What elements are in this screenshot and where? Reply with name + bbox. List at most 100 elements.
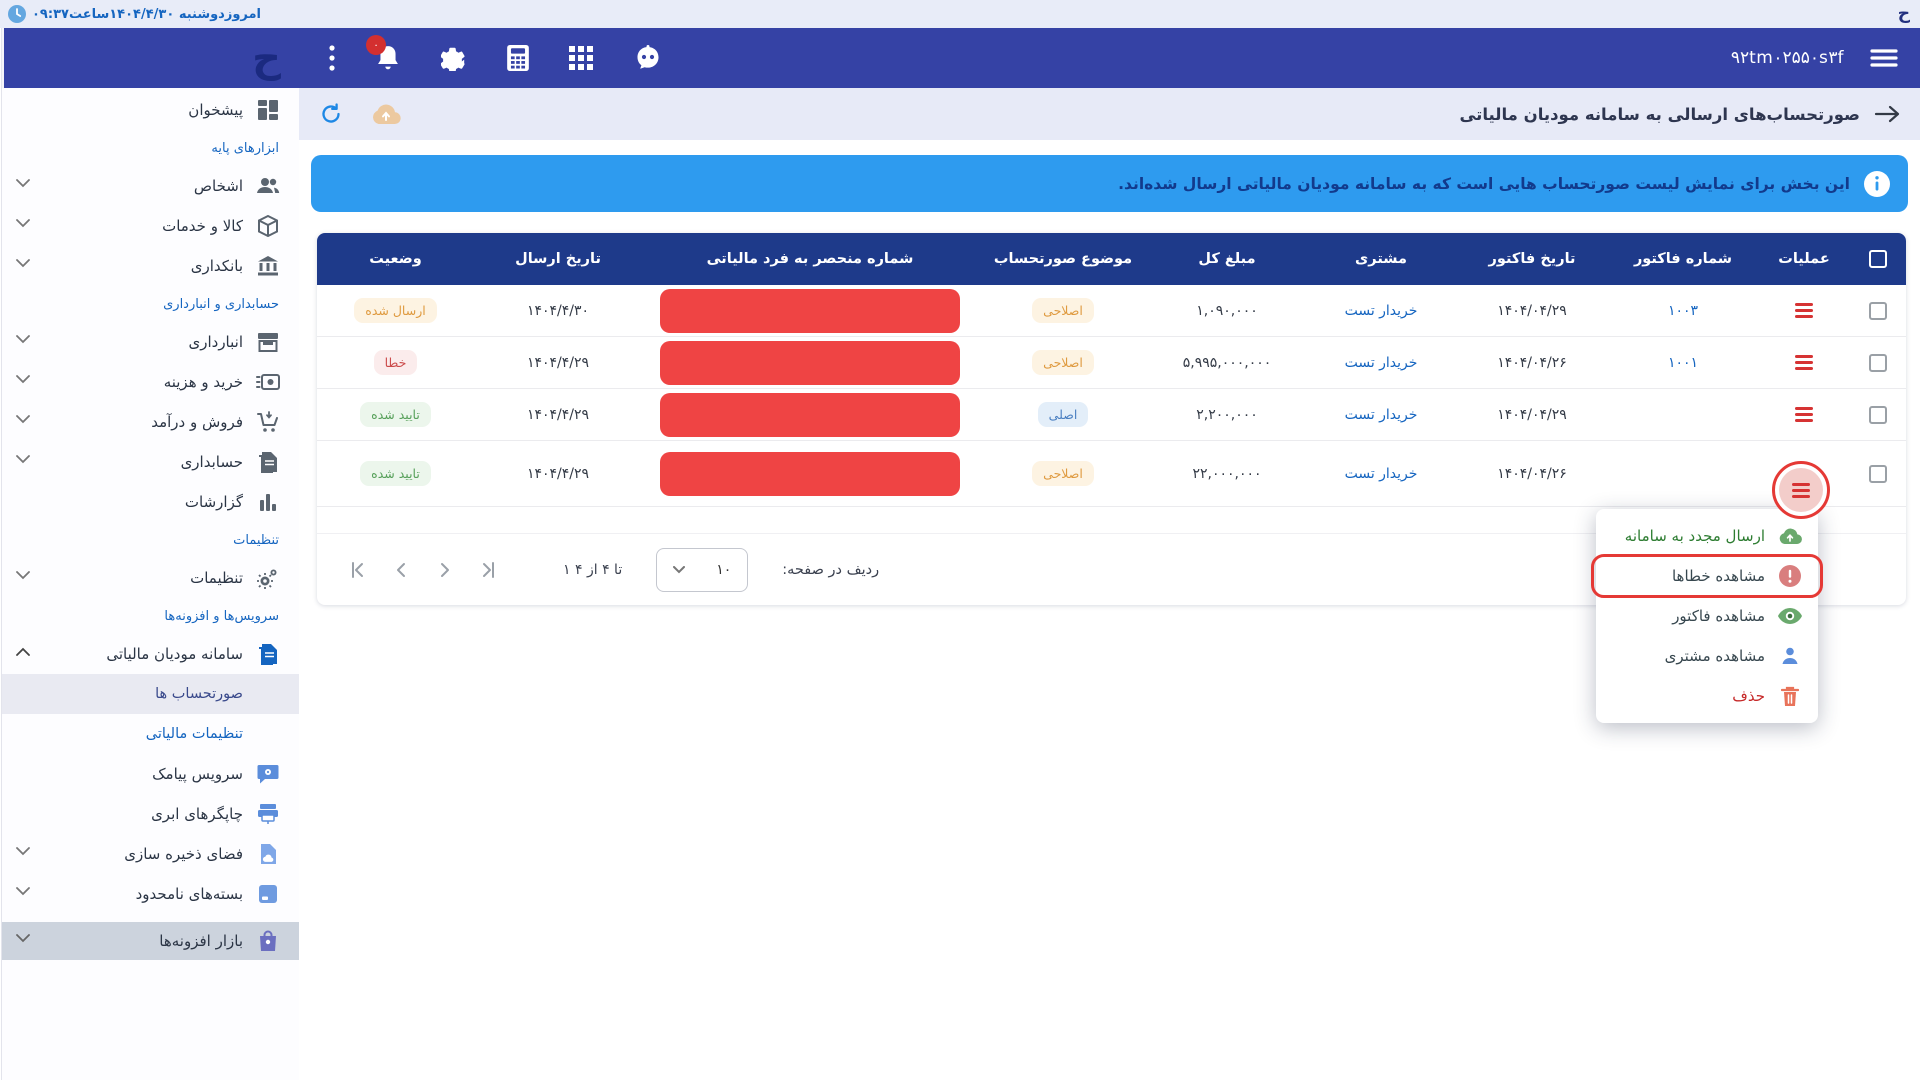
sidebar-item-reports[interactable]: گزارشات bbox=[2, 482, 299, 522]
first-page-icon[interactable] bbox=[347, 560, 367, 580]
sidebar-item-banking[interactable]: بانکداری bbox=[2, 246, 299, 286]
chevron-down-icon bbox=[16, 934, 30, 948]
settings-gear-icon[interactable] bbox=[441, 45, 467, 71]
previous-page-icon[interactable] bbox=[391, 560, 411, 580]
row-operations-icon[interactable] bbox=[1795, 407, 1813, 422]
sidebar-item-storage-space[interactable]: فضای ذخیره سازی bbox=[2, 834, 299, 874]
send-date: ۱۴۰۴/۴/۳۰ bbox=[526, 302, 590, 319]
menu-item-view-invoice[interactable]: مشاهده فاکتور bbox=[1596, 596, 1818, 636]
sidebar-item-accounting[interactable]: حسابداری bbox=[2, 442, 299, 482]
chevron-down-icon bbox=[16, 179, 30, 193]
status-badge: ارسال شده bbox=[354, 298, 437, 323]
brand-logo-small: ح bbox=[1897, 4, 1910, 24]
status-badge: تایید شده bbox=[360, 402, 431, 427]
menu-item-resend[interactable]: ارسال مجدد به سامانه bbox=[1596, 516, 1818, 556]
subject-badge: اصلاحی bbox=[1032, 461, 1094, 486]
eye-icon bbox=[1778, 604, 1802, 628]
chevron-down-icon bbox=[16, 375, 30, 389]
info-banner: این بخش برای نمایش لیست صورتحساب هایی اس… bbox=[311, 155, 1908, 212]
rows-per-page-select[interactable]: ۱۰ bbox=[656, 547, 749, 592]
customer-link[interactable]: خریدار تست bbox=[1344, 302, 1418, 319]
table-header-row: عملیات شماره فاکتور تاریخ فاکتور مشتری م… bbox=[317, 233, 1906, 285]
workspace-code: ۹۲tm۰۲۵۵۰s۳f bbox=[1730, 48, 1844, 68]
sidebar-subitem-invoices[interactable]: صورتحساب ها bbox=[2, 674, 299, 714]
sidebar-item-purchase-expense[interactable]: خرید و هزینه bbox=[2, 362, 299, 402]
col-status: وضعیت bbox=[369, 251, 422, 267]
invoice-date: ۱۴۰۴/۰۴/۲۹ bbox=[1497, 302, 1567, 319]
row-operations-icon[interactable] bbox=[1795, 466, 1813, 481]
row-checkbox[interactable] bbox=[1869, 301, 1887, 320]
total-amount: ۲۲,۰۰۰,۰۰۰ bbox=[1192, 465, 1262, 482]
menu-item-view-customer[interactable]: مشاهده مشتری bbox=[1596, 636, 1818, 676]
next-page-icon[interactable] bbox=[435, 560, 455, 580]
invoice-number-link[interactable]: ۱۰۰۱ bbox=[1667, 354, 1699, 371]
chevron-down-icon bbox=[16, 259, 30, 273]
sidebar-item-warehousing[interactable]: انبارداری bbox=[2, 322, 299, 362]
invoice-date: ۱۴۰۴/۰۴/۲۶ bbox=[1497, 354, 1567, 371]
col-customer: مشتری bbox=[1355, 251, 1407, 267]
gears-icon bbox=[255, 565, 281, 591]
chevron-down-icon bbox=[16, 219, 30, 233]
file-cloud-icon bbox=[255, 841, 281, 867]
chevron-down-icon bbox=[16, 887, 30, 901]
trash-icon bbox=[1778, 684, 1802, 708]
bar-chart-icon bbox=[255, 489, 281, 515]
col-invoice-date: تاریخ فاکتور bbox=[1488, 251, 1576, 267]
last-page-icon[interactable] bbox=[479, 560, 499, 580]
calculator-icon[interactable] bbox=[507, 45, 529, 71]
tax-unique-number-redacted bbox=[660, 392, 960, 437]
package-box-icon bbox=[255, 213, 281, 239]
invoice-number-link[interactable] bbox=[1608, 389, 1758, 440]
hamburger-menu-icon[interactable] bbox=[1870, 48, 1898, 68]
customer-link[interactable]: خریدار تست bbox=[1344, 406, 1418, 423]
sidebar-item-sales-income[interactable]: فروش و درآمد bbox=[2, 402, 299, 442]
customer-link[interactable]: خریدار تست bbox=[1344, 354, 1418, 371]
invoice-number-link[interactable] bbox=[1608, 441, 1758, 506]
row-checkbox[interactable] bbox=[1869, 464, 1887, 483]
sidebar-section-services-addons: سرویس‌ها و افزونه‌ها bbox=[164, 608, 279, 624]
sidebar-item-addons-market[interactable]: بازار افزونه‌ها bbox=[2, 922, 299, 960]
select-all-checkbox[interactable] bbox=[1869, 250, 1887, 268]
invoices-table: عملیات شماره فاکتور تاریخ فاکتور مشتری م… bbox=[317, 233, 1906, 605]
send-date: ۱۴۰۴/۴/۲۹ bbox=[526, 406, 590, 423]
pagination-range: ۱ تا ۴ از ۴ bbox=[563, 561, 623, 578]
sidebar-item-sms-service[interactable]: سرویس پیامک bbox=[2, 754, 299, 794]
sidebar-subitem-tax-settings[interactable]: تنظیمات مالیاتی bbox=[145, 726, 243, 742]
sidebar-item-settings[interactable]: تنظیمات bbox=[2, 558, 299, 598]
info-icon bbox=[1864, 170, 1890, 197]
refresh-icon[interactable] bbox=[319, 102, 343, 126]
apps-grid-icon[interactable] bbox=[569, 46, 593, 70]
warehouse-icon bbox=[255, 329, 281, 355]
row-checkbox[interactable] bbox=[1869, 405, 1887, 424]
invoice-date: ۱۴۰۴/۰۴/۲۹ bbox=[1497, 406, 1567, 423]
cloud-upload-icon[interactable] bbox=[371, 103, 401, 125]
sidebar-item-dashboard[interactable]: پیشخوان bbox=[2, 90, 299, 130]
table-pagination: ۱ تا ۴ از ۴ ۱۰ ردیف در صفحه: bbox=[317, 533, 1906, 605]
subject-badge: اصلی bbox=[1037, 402, 1089, 427]
back-arrow-icon[interactable] bbox=[1874, 105, 1900, 123]
kebab-menu-icon[interactable] bbox=[329, 45, 335, 71]
col-operations: عملیات bbox=[1778, 251, 1830, 267]
rows-per-page-label: ردیف در صفحه: bbox=[782, 561, 880, 578]
chevron-down-icon bbox=[16, 335, 30, 349]
row-operations-icon[interactable] bbox=[1795, 303, 1813, 318]
chevron-down-icon bbox=[16, 847, 30, 861]
menu-item-delete[interactable]: حذف bbox=[1596, 676, 1818, 716]
sidebar-item-tax-moadian-system[interactable]: سامانه مودیان مالیاتی bbox=[2, 634, 299, 674]
total-amount: ۱,۰۹۰,۰۰۰ bbox=[1196, 302, 1258, 319]
row-checkbox[interactable] bbox=[1869, 353, 1887, 372]
col-subject: موضوع صورتحساب bbox=[993, 251, 1133, 267]
table-row: ۱۴۰۴/۰۴/۲۶ خریدار تست ۲۲,۰۰۰,۰۰۰ اصلاحی … bbox=[317, 441, 1906, 507]
menu-item-view-errors[interactable]: مشاهده خطاها bbox=[1596, 556, 1818, 596]
sidebar-item-cloud-printers[interactable]: چاپگرهای ابری bbox=[2, 794, 299, 834]
invoice-number-link[interactable]: ۱۰۰۳ bbox=[1667, 302, 1699, 319]
assistant-robot-icon[interactable] bbox=[633, 45, 663, 71]
chevron-down-icon bbox=[16, 455, 30, 469]
customer-link[interactable]: خریدار تست bbox=[1344, 465, 1418, 482]
sidebar-item-persons[interactable]: اشخاص bbox=[2, 166, 299, 206]
sidebar-item-goods-services[interactable]: کالا و خدمات bbox=[2, 206, 299, 246]
error-alert-icon bbox=[1778, 564, 1802, 588]
notifications-bell-icon[interactable]: ۰ bbox=[366, 35, 401, 72]
row-operations-icon[interactable] bbox=[1795, 355, 1813, 370]
sidebar-item-unlimited-packages[interactable]: بسته‌های نامحدود bbox=[2, 874, 299, 914]
